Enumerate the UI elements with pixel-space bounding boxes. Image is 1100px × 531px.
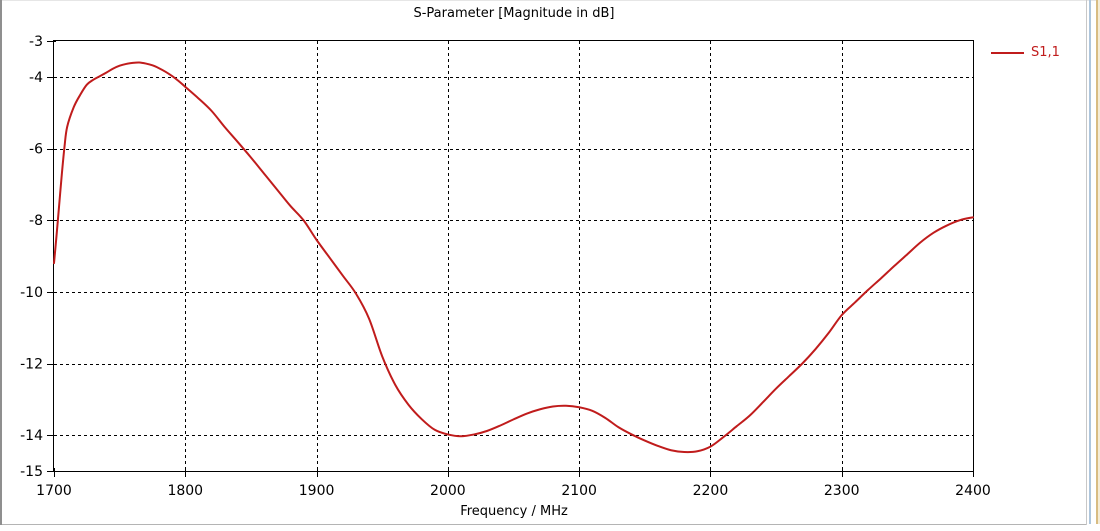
y-tick-label: -10	[20, 285, 43, 301]
y-tick-label: -4	[29, 70, 43, 86]
x-tick-label: 1700	[36, 483, 72, 499]
y-tick-label: -14	[20, 428, 43, 444]
legend-series-label: S1,1	[1031, 45, 1060, 60]
x-tick-label: 2100	[561, 483, 597, 499]
window-border-left	[0, 0, 2, 525]
x-tick-label: 2200	[693, 483, 729, 499]
window-border-right-gray	[1086, 0, 1087, 525]
window-border-right-blue	[1089, 0, 1091, 524]
x-tick-label: 1900	[299, 483, 335, 499]
y-tick-label: -6	[29, 142, 43, 158]
chart-title: S-Parameter [Magnitude in dB]	[413, 6, 615, 21]
y-tick-label: -3	[29, 34, 43, 50]
legend: S1,1	[991, 45, 1060, 60]
legend-line-sample	[991, 51, 1024, 54]
y-tick-label: -8	[29, 213, 43, 229]
window-border-right-tan	[1096, 0, 1098, 524]
x-tick-label: 2000	[430, 483, 466, 499]
x-tick-label: 2300	[824, 483, 860, 499]
y-tick-label: -12	[20, 357, 43, 373]
plot-border	[53, 40, 974, 472]
x-tick-label: 2400	[955, 483, 991, 499]
window-border-right-cream	[1098, 0, 1100, 524]
x-tick-label: 1800	[167, 483, 203, 499]
window-border-top	[0, 0, 1100, 1]
y-tick-label: -15	[20, 464, 43, 480]
s11-curve	[53, 61, 974, 454]
x-axis-label: Frequency / MHz	[460, 504, 568, 519]
window-border-bottom	[2, 524, 1087, 525]
